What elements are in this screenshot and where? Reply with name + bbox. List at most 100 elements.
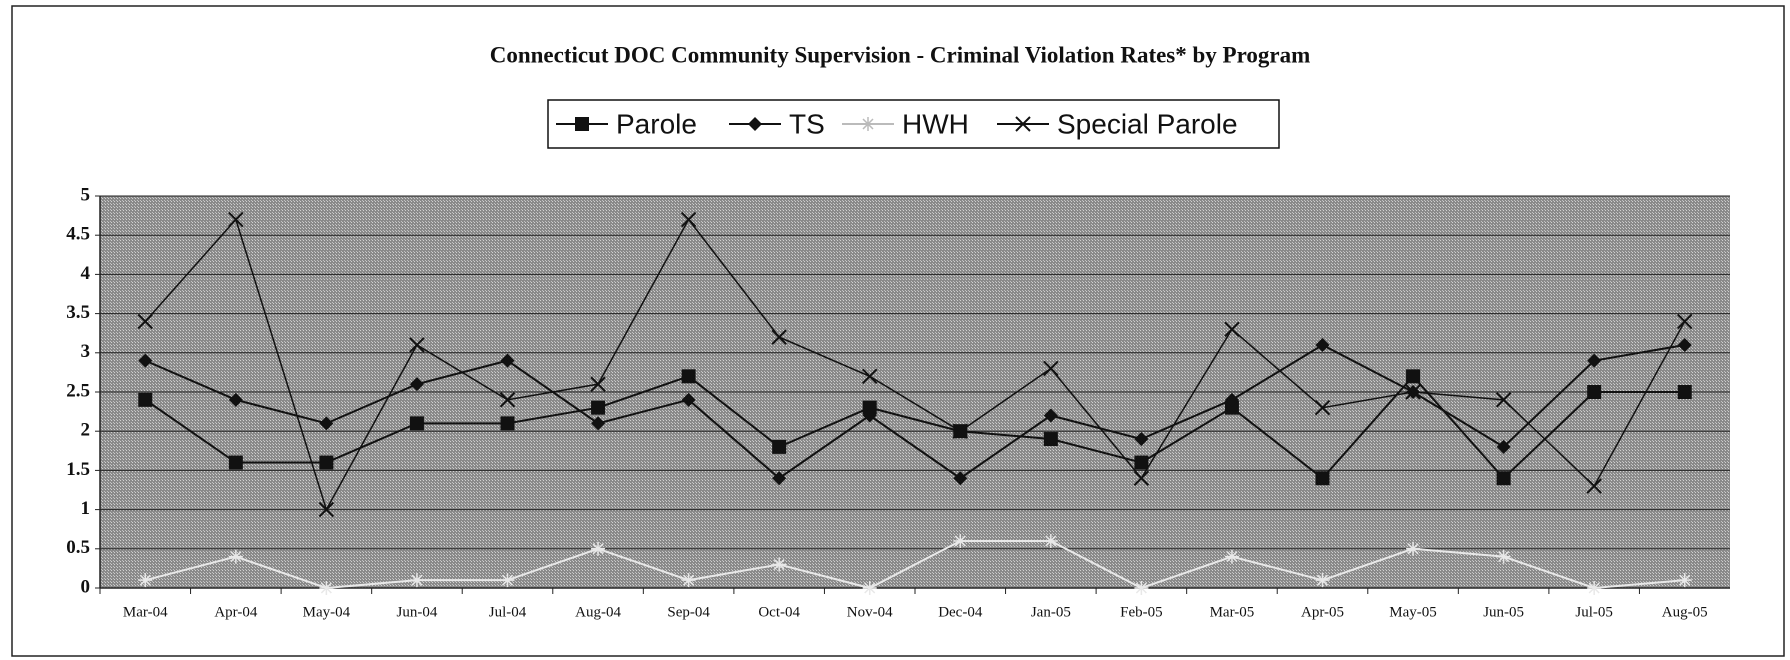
marker (228, 455, 243, 470)
marker (319, 416, 334, 431)
marker (1587, 353, 1602, 368)
marker (1315, 337, 1330, 352)
marker (318, 501, 335, 518)
marker (862, 400, 877, 415)
marker (1314, 399, 1331, 416)
marker (1496, 549, 1511, 564)
marker (862, 408, 877, 423)
marker (1495, 392, 1512, 408)
marker (1224, 321, 1240, 337)
marker (1406, 541, 1421, 556)
marker (1134, 432, 1149, 447)
x-tick-label: Nov-04 (847, 604, 893, 620)
marker (319, 455, 334, 470)
marker (500, 416, 515, 431)
x-tick-label: Jul-05 (1575, 604, 1613, 620)
marker (953, 533, 968, 548)
marker (500, 573, 515, 588)
marker (138, 573, 153, 588)
chart-border (11, 5, 1785, 657)
chart-title: Connecticut DOC Community Supervision - … (490, 42, 1311, 67)
series-line (145, 539, 1685, 590)
y-tick-label: 5 (81, 184, 91, 205)
legend-label: Special Parole (1057, 108, 1238, 139)
x-tick-label: Dec-04 (938, 604, 983, 620)
y-tick-label: 1.5 (66, 459, 90, 480)
marker (1677, 385, 1692, 399)
marker (138, 353, 153, 368)
marker (680, 211, 697, 228)
marker (409, 337, 425, 353)
marker (861, 117, 875, 131)
marker (1134, 581, 1149, 595)
marker (1677, 313, 1693, 330)
y-tick-label: 3.5 (66, 302, 90, 323)
marker (953, 471, 968, 486)
marker (1224, 400, 1239, 415)
marker (771, 329, 787, 345)
y-tick-label: 0 (81, 576, 91, 597)
marker (591, 416, 606, 431)
legend-box (547, 99, 1280, 149)
marker (681, 369, 696, 384)
marker (500, 353, 515, 368)
marker (681, 573, 696, 588)
marker (409, 416, 424, 431)
series-line (144, 218, 1686, 512)
marker (772, 439, 787, 454)
marker (409, 573, 424, 588)
marker (1406, 369, 1421, 384)
marker (1134, 455, 1149, 470)
x-tick-label: May-04 (303, 604, 351, 620)
y-tick-label: 3 (81, 341, 91, 362)
marker (319, 581, 334, 595)
series-line (144, 343, 1685, 480)
marker (681, 392, 696, 407)
marker (1315, 471, 1330, 486)
x-tick-label: Jun-05 (1483, 604, 1524, 620)
y-tick-label: 4.5 (66, 224, 90, 245)
marker (1496, 471, 1511, 486)
marker (590, 376, 606, 392)
marker (499, 392, 516, 408)
y-tick-label: 1 (81, 498, 91, 519)
y-tick-label: 2.5 (66, 380, 90, 401)
x-tick-label: Sep-04 (667, 604, 710, 620)
marker (1315, 573, 1330, 588)
marker (1677, 573, 1692, 588)
marker (772, 557, 787, 572)
x-tick-label: Jan-05 (1031, 604, 1071, 620)
legend-label: Parole (616, 108, 697, 139)
marker (591, 541, 606, 556)
marker (1224, 392, 1239, 407)
x-tick-label: May-05 (1389, 604, 1437, 620)
y-tick-label: 2 (81, 420, 91, 441)
marker (138, 392, 153, 407)
marker (228, 392, 243, 407)
x-tick-label: Mar-04 (123, 604, 168, 620)
x-tick-label: Oct-04 (758, 604, 800, 620)
x-tick-label: Jul-04 (489, 604, 527, 620)
marker (409, 377, 424, 392)
x-tick-label: Mar-05 (1210, 604, 1255, 620)
x-tick-label: Apr-04 (214, 604, 258, 620)
marker (748, 117, 762, 131)
marker (575, 117, 589, 131)
marker (1677, 337, 1692, 352)
marker (1587, 385, 1602, 399)
x-tick-label: Aug-04 (575, 604, 621, 620)
marker (1587, 581, 1602, 595)
marker (952, 423, 968, 439)
marker (137, 313, 153, 330)
legend-label: HWH (902, 108, 969, 139)
marker (1043, 533, 1058, 548)
marker (862, 581, 877, 595)
marker (1496, 439, 1511, 454)
x-tick-label: Aug-05 (1662, 604, 1708, 620)
y-tick-label: 0.5 (66, 537, 90, 558)
marker (591, 400, 606, 415)
marker (1043, 360, 1059, 377)
x-tick-label: Jun-04 (397, 604, 438, 620)
marker (1043, 432, 1058, 447)
